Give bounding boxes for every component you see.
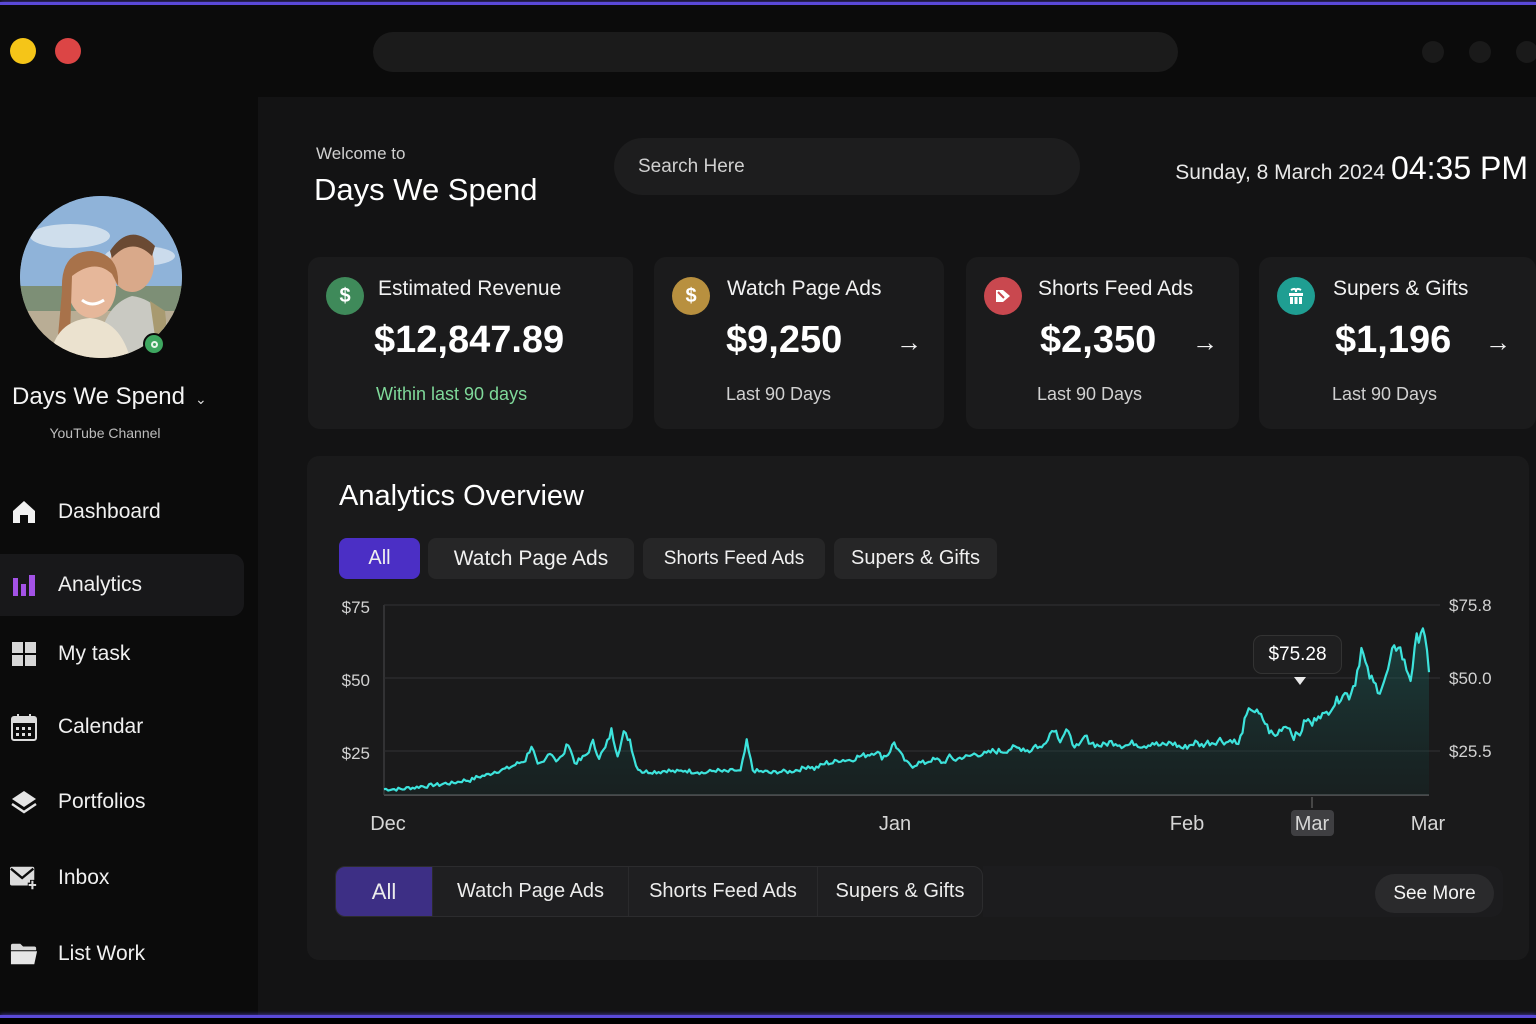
address-bar[interactable]: [373, 32, 1178, 72]
filter-chip-watch-page-ads[interactable]: Watch Page Ads: [428, 538, 634, 579]
card-subtitle: Last 90 Days: [1037, 384, 1143, 404]
y-tick-label-right: $75.8: [1449, 596, 1492, 615]
title-bar: [0, 5, 1536, 97]
folder-icon: [10, 940, 38, 968]
card-value: $12,847.89: [374, 319, 565, 361]
x-tick-label: Dec: [370, 813, 406, 835]
window-control-1[interactable]: [1422, 41, 1444, 63]
sidebar-item-analytics[interactable]: Analytics: [0, 554, 244, 616]
tooltip-marker-icon: [1294, 677, 1306, 685]
filter-chip-supers-gifts[interactable]: Supers & Gifts: [834, 538, 997, 579]
card-title: Estimated Revenue: [378, 277, 562, 300]
see-more-button[interactable]: See More: [1375, 874, 1494, 913]
bottom-edge: [0, 1018, 1536, 1024]
filter-chip-all[interactable]: All: [339, 538, 420, 579]
sidebar-item-portfolios[interactable]: Portfolios: [0, 771, 244, 833]
card-subtitle: Within last 90 days: [376, 384, 528, 404]
window-control-2[interactable]: [1469, 41, 1491, 63]
y-tick-label-left: $25: [342, 744, 370, 763]
close-button[interactable]: [55, 38, 81, 64]
tab-supers-gifts[interactable]: Supers & Gifts: [835, 880, 965, 902]
bottom-accent-border: [0, 1015, 1536, 1018]
card-title: Supers & Gifts: [1333, 277, 1469, 300]
channel-name: Days We Spend: [12, 383, 185, 410]
bar-chart-icon: [10, 571, 38, 599]
channel-avatar[interactable]: [20, 196, 182, 358]
status-dot-icon: [150, 340, 158, 348]
card-shorts-feed-ads[interactable]: Shorts Feed Ads $2,350 Last 90 Days →: [966, 257, 1239, 429]
card-subtitle: Last 90 Days: [726, 384, 832, 404]
y-tick-label-right: $50.0: [1449, 669, 1492, 688]
online-status-badge: [143, 333, 165, 355]
channel-switcher[interactable]: Days We Spend ⌄: [12, 383, 207, 411]
y-tick-label-left: $75: [342, 598, 370, 617]
card-watch-page-ads[interactable]: $ Watch Page Ads $9,250 Last 90 Days →: [654, 257, 944, 429]
page-title: Days We Spend: [314, 172, 538, 207]
x-tick-label: Feb: [1170, 813, 1204, 835]
shorts-icon: [984, 277, 1022, 315]
bottom-tab-bar: All Watch Page Ads Shorts Feed Ads Super…: [335, 866, 983, 917]
card-value: $9,250: [726, 319, 843, 361]
welcome-text: Welcome to: [316, 144, 406, 163]
sidebar-item-my-task[interactable]: My task: [0, 623, 244, 685]
y-tick-label-left: $50: [342, 671, 370, 690]
channel-type: YouTube Channel: [49, 425, 161, 441]
search-input[interactable]: [638, 155, 1080, 178]
chart-area-fill: [384, 628, 1429, 795]
tab-all[interactable]: All: [336, 867, 433, 916]
sidebar-item-label: Calendar: [58, 715, 144, 738]
card-title: Watch Page Ads: [727, 277, 882, 300]
analytics-title: Analytics Overview: [339, 480, 584, 512]
arrow-right-icon[interactable]: →: [1192, 327, 1218, 357]
sidebar-item-list-work[interactable]: List Work: [0, 923, 244, 985]
chevron-down-icon: ⌄: [194, 390, 207, 407]
sidebar-item-label: Portfolios: [58, 790, 146, 813]
sidebar: Days We Spend ⌄ YouTube Channel Dashboar…: [0, 97, 258, 1015]
chart-series-line-all: [383, 627, 1431, 792]
datetime: Sunday, 8 March 2024 04:35 PM: [1175, 150, 1528, 187]
mail-plus-icon: [10, 864, 38, 892]
sidebar-item-label: Dashboard: [58, 500, 161, 523]
sidebar-item-label: List Work: [58, 942, 146, 965]
dollar-icon: $: [672, 277, 710, 315]
y-tick-label-right: $25.5: [1449, 742, 1492, 761]
sidebar-item-label: My task: [58, 642, 131, 665]
card-estimated-revenue: $ Estimated Revenue $12,847.89 Within la…: [308, 257, 633, 429]
sidebar-item-label: Inbox: [58, 866, 110, 889]
card-title: Shorts Feed Ads: [1038, 277, 1194, 300]
card-value: $2,350: [1040, 319, 1157, 361]
chart-tooltip: $75.28: [1253, 635, 1342, 674]
x-tick-label: Jan: [879, 813, 911, 835]
x-tick-highlight: [1291, 810, 1334, 836]
arrow-right-icon[interactable]: →: [896, 327, 922, 357]
calendar-icon: [10, 713, 38, 741]
current-date: Sunday, 8 March 2024: [1175, 161, 1386, 184]
filter-chip-shorts-feed-ads[interactable]: Shorts Feed Ads: [643, 538, 825, 579]
sidebar-item-label: Analytics: [58, 573, 143, 596]
card-value: $1,196: [1335, 319, 1452, 361]
current-time: 04:35 PM: [1391, 150, 1528, 186]
x-tick-label: Mar: [1411, 813, 1446, 835]
sidebar-item-calendar[interactable]: Calendar: [0, 696, 244, 758]
gift-icon: [1277, 277, 1315, 315]
tab-shorts-feed-ads[interactable]: Shorts Feed Ads: [629, 867, 818, 916]
search-bar[interactable]: [614, 138, 1080, 195]
x-tick-label: Mar: [1295, 813, 1330, 835]
sidebar-item-dashboard[interactable]: Dashboard: [0, 481, 244, 543]
home-icon: [10, 498, 38, 526]
layers-icon: [10, 788, 38, 816]
window-control-3[interactable]: [1516, 41, 1536, 63]
minimize-button[interactable]: [10, 38, 36, 64]
sidebar-item-inbox[interactable]: Inbox: [0, 847, 244, 909]
grid-icon: [10, 640, 38, 668]
card-subtitle: Last 90 Days: [1332, 384, 1438, 404]
arrow-right-icon[interactable]: →: [1485, 327, 1511, 357]
tab-watch-page-ads[interactable]: Watch Page Ads: [433, 867, 629, 916]
dollar-icon: $: [326, 277, 364, 315]
top-accent-border: [0, 2, 1536, 5]
card-supers-gifts[interactable]: Supers & Gifts $1,196 Last 90 Days →: [1259, 257, 1536, 429]
